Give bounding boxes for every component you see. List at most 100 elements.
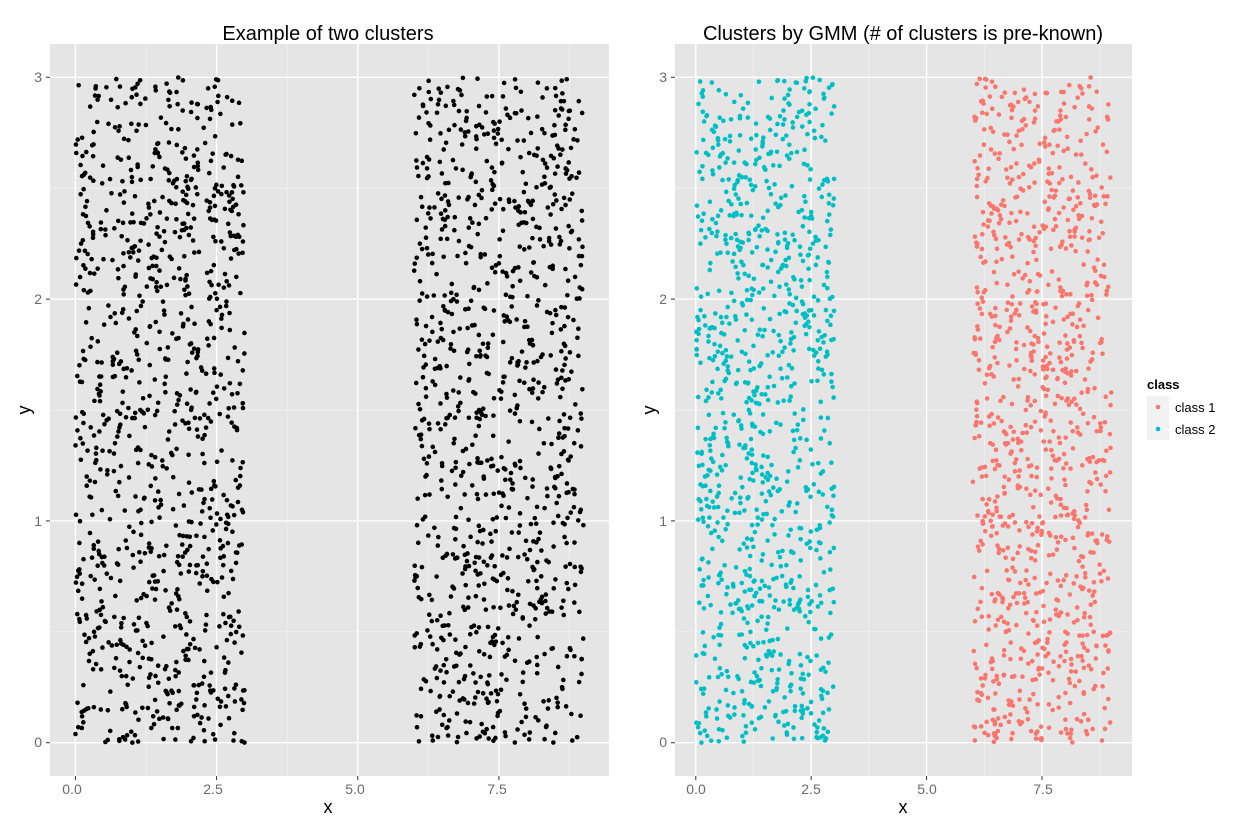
scatter-point xyxy=(236,624,242,630)
scatter-point xyxy=(121,251,126,256)
scatter-point xyxy=(725,521,730,527)
scatter-point xyxy=(486,736,491,741)
scatter-point xyxy=(233,202,239,207)
scatter-point xyxy=(1031,161,1037,166)
scatter-point xyxy=(811,313,817,318)
scatter-point xyxy=(736,173,742,178)
scatter-point xyxy=(476,648,482,654)
scatter-point xyxy=(695,425,701,431)
scatter-point xyxy=(793,509,798,515)
scatter-point xyxy=(515,554,521,560)
scatter-point xyxy=(430,738,436,743)
scatter-point xyxy=(696,326,702,332)
scatter-point xyxy=(167,104,172,109)
scatter-point xyxy=(972,159,977,164)
scatter-point xyxy=(694,720,699,725)
scatter-point xyxy=(826,660,831,666)
scatter-point xyxy=(783,193,788,198)
scatter-point xyxy=(204,198,210,203)
scatter-point xyxy=(706,675,712,680)
scatter-point xyxy=(242,351,247,356)
scatter-point xyxy=(1085,420,1091,426)
scatter-point xyxy=(988,147,994,152)
scatter-point xyxy=(203,425,209,430)
scatter-point xyxy=(576,170,582,175)
scatter-point xyxy=(1005,605,1011,611)
scatter-point xyxy=(99,360,104,365)
scatter-point xyxy=(228,256,234,261)
scatter-point xyxy=(566,116,571,122)
scatter-point xyxy=(552,474,558,480)
scatter-point xyxy=(90,648,96,654)
scatter-point xyxy=(721,515,726,520)
scatter-point xyxy=(225,693,231,699)
scatter-point xyxy=(1103,394,1109,400)
scatter-point xyxy=(698,294,704,299)
scatter-point xyxy=(1071,581,1076,586)
scatter-point xyxy=(135,81,140,87)
scatter-point xyxy=(1068,311,1073,317)
scatter-point xyxy=(694,337,699,343)
scatter-point xyxy=(95,359,100,365)
scatter-point xyxy=(1003,629,1009,634)
scatter-point xyxy=(414,321,420,327)
scatter-point xyxy=(432,205,437,210)
scatter-point xyxy=(1010,565,1015,570)
scatter-point xyxy=(713,220,719,226)
scatter-point xyxy=(1034,257,1039,263)
scatter-point xyxy=(793,295,799,301)
scatter-point xyxy=(1028,368,1033,374)
scatter-point xyxy=(1061,577,1067,583)
scatter-point xyxy=(984,719,989,725)
scatter-point xyxy=(169,725,175,731)
scatter-point xyxy=(1002,714,1008,720)
scatter-point xyxy=(757,327,763,333)
scatter-point xyxy=(218,372,224,377)
scatter-point xyxy=(1088,622,1094,628)
scatter-point xyxy=(792,703,798,709)
scatter-point xyxy=(771,383,777,389)
scatter-point xyxy=(230,458,235,463)
scatter-point xyxy=(714,233,719,239)
scatter-point xyxy=(824,269,830,275)
scatter-point xyxy=(415,496,420,501)
scatter-point xyxy=(151,198,157,204)
scatter-point xyxy=(534,504,540,510)
scatter-point xyxy=(1010,512,1016,518)
scatter-point xyxy=(556,463,562,469)
scatter-point xyxy=(444,669,449,675)
scatter-point xyxy=(802,215,807,220)
scatter-point xyxy=(1014,622,1019,628)
scatter-point xyxy=(831,545,837,551)
scatter-point xyxy=(747,573,753,579)
scatter-point xyxy=(120,734,126,740)
scatter-point xyxy=(706,395,711,400)
scatter-point xyxy=(786,287,792,292)
scatter-point xyxy=(173,201,178,207)
scatter-point xyxy=(994,246,1000,251)
scatter-point xyxy=(755,522,760,527)
scatter-point xyxy=(564,653,570,659)
scatter-point xyxy=(507,115,513,121)
scatter-point xyxy=(542,505,547,511)
scatter-point xyxy=(1014,161,1019,166)
scatter-point xyxy=(200,554,206,559)
scatter-point xyxy=(787,301,792,306)
scatter-point xyxy=(479,721,484,727)
scatter-point xyxy=(1005,300,1011,305)
scatter-point xyxy=(1058,583,1064,589)
scatter-point xyxy=(149,640,154,646)
scatter-point xyxy=(90,154,96,159)
scatter-point xyxy=(1008,640,1014,645)
scatter-point xyxy=(535,634,540,640)
scatter-point xyxy=(823,736,829,741)
scatter-point xyxy=(552,730,558,736)
scatter-point xyxy=(533,521,539,526)
scatter-point xyxy=(467,216,473,221)
scatter-point xyxy=(221,285,227,290)
scatter-point xyxy=(571,504,577,510)
scatter-point xyxy=(743,351,748,357)
scatter-point xyxy=(504,677,509,683)
scatter-point xyxy=(1048,246,1054,252)
scatter-point xyxy=(208,690,214,695)
